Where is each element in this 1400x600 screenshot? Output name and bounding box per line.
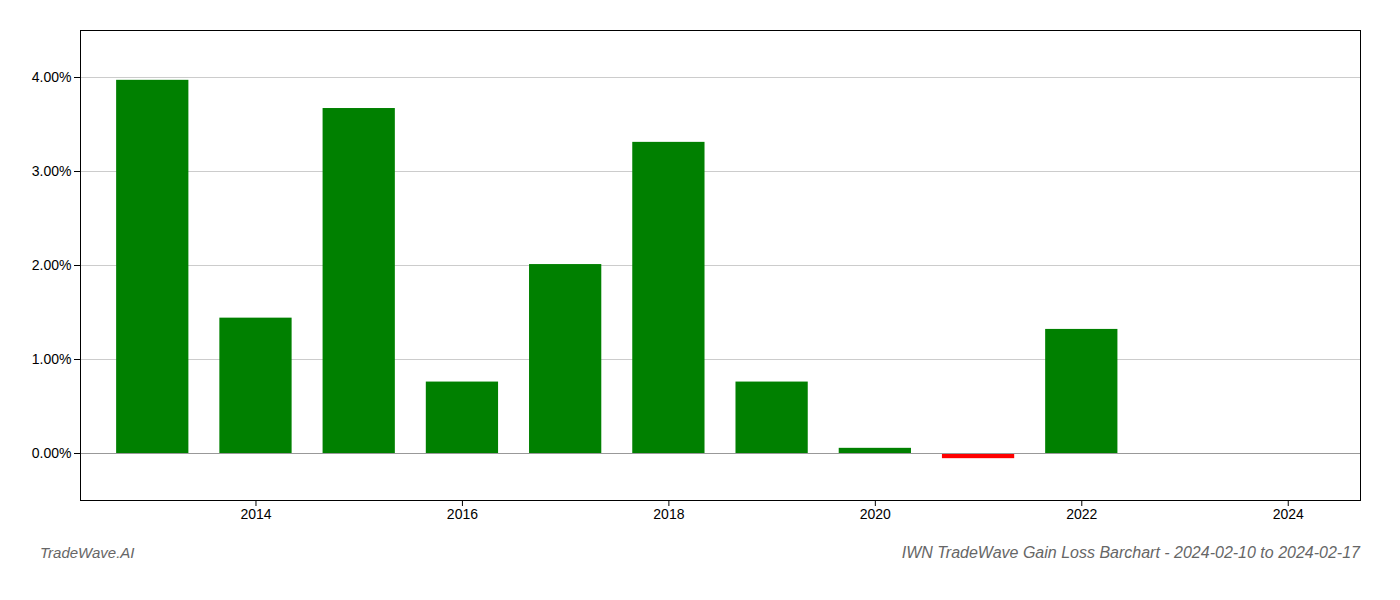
svg-text:3.00%: 3.00% bbox=[32, 163, 72, 179]
svg-text:2018: 2018 bbox=[653, 506, 684, 522]
html-text:IWN TradeWave Gain Loss Barcha: IWN TradeWave Gain Loss Barchart - 2024-… bbox=[901, 544, 1360, 561]
svg-text:2020: 2020 bbox=[860, 506, 891, 522]
svg-text:4.00%: 4.00% bbox=[32, 69, 72, 85]
svg-text:2.00%: 2.00% bbox=[32, 257, 72, 273]
svg-text:1.00%: 1.00% bbox=[32, 351, 72, 367]
html-text:TradeWave.AI: TradeWave.AI bbox=[40, 544, 135, 561]
svg-text:0.00%: 0.00% bbox=[32, 445, 72, 461]
svg-text:2022: 2022 bbox=[1066, 506, 1097, 522]
svg-text:2016: 2016 bbox=[447, 506, 478, 522]
svg-text:2024: 2024 bbox=[1273, 506, 1304, 522]
svg-text:2014: 2014 bbox=[240, 506, 271, 522]
